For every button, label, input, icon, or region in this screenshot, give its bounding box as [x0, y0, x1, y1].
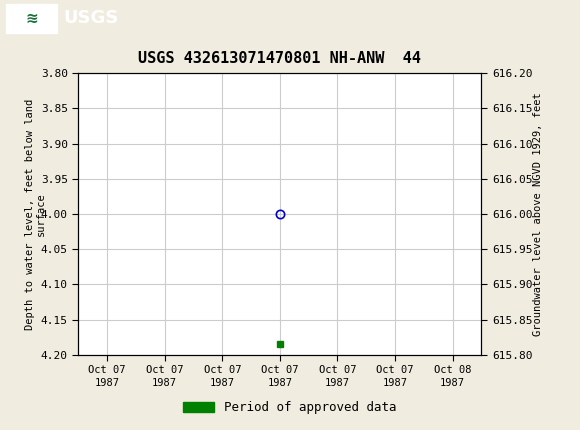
- Text: USGS: USGS: [64, 9, 119, 27]
- FancyBboxPatch shape: [6, 3, 57, 33]
- Title: USGS 432613071470801 NH-ANW  44: USGS 432613071470801 NH-ANW 44: [139, 51, 421, 66]
- Text: ≋: ≋: [25, 11, 38, 26]
- Y-axis label: Depth to water level, feet below land
surface: Depth to water level, feet below land su…: [24, 98, 46, 329]
- Legend: Period of approved data: Period of approved data: [178, 396, 402, 419]
- Y-axis label: Groundwater level above NGVD 1929, feet: Groundwater level above NGVD 1929, feet: [533, 92, 543, 336]
